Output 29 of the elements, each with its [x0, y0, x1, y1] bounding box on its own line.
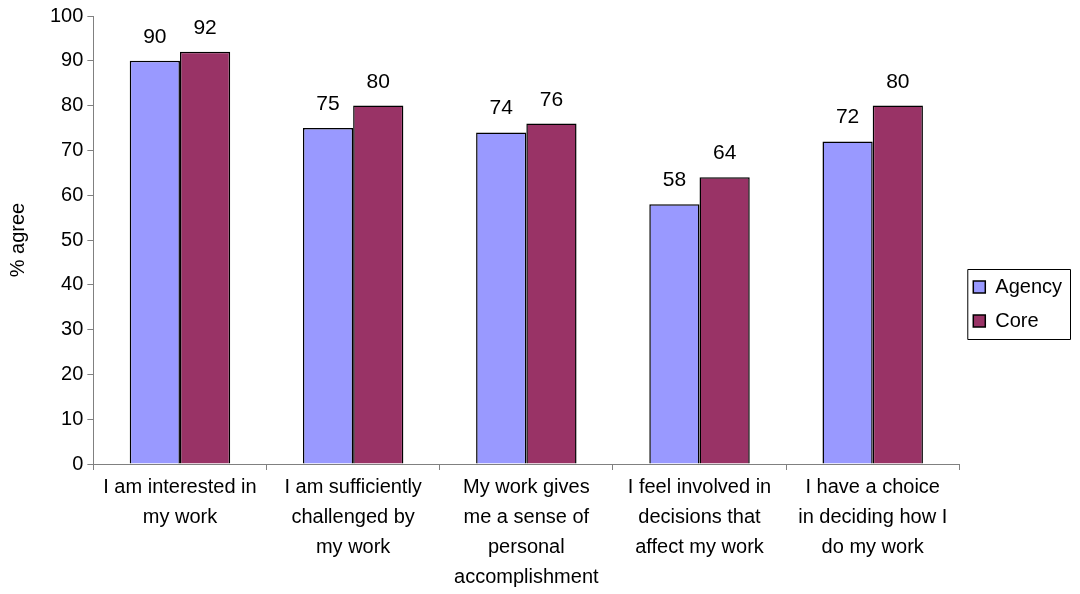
y-tick-label: 10	[61, 406, 84, 429]
data-label: 58	[662, 167, 687, 191]
data-label: 90	[143, 23, 167, 47]
y-tick-label: 30	[61, 317, 84, 340]
y-tick-label: 0	[72, 451, 84, 474]
legend-label: Core	[995, 308, 1039, 331]
y-tick-label: 20	[61, 361, 84, 384]
x-tick-label: I am interested in my work	[103, 474, 257, 527]
data-label: 74	[489, 95, 514, 119]
y-tick-label: 80	[61, 93, 84, 116]
y-axis-title: % agree	[5, 202, 28, 278]
data-label: 75	[316, 91, 340, 114]
x-tick-label: I have a choice in deciding how I do my work	[798, 474, 948, 557]
data-label: 80	[886, 68, 910, 92]
data-label: 64	[712, 140, 737, 164]
y-tick-label: 60	[61, 182, 84, 205]
y-tick-label: 90	[61, 48, 84, 71]
y-tick-label: 40	[61, 272, 84, 295]
legend-label: Agency	[995, 274, 1063, 297]
data-label: 80	[366, 68, 390, 92]
y-tick-label: 70	[61, 137, 84, 160]
data-label: 72	[835, 104, 860, 128]
x-tick-label: My work gives me a sense of personal accomplishment	[454, 474, 600, 587]
data-label: 76	[539, 86, 564, 110]
y-tick-label: 100	[49, 3, 84, 26]
x-tick-label: I am sufficiently challenged by my work	[284, 474, 422, 557]
data-label: 92	[193, 14, 217, 38]
y-tick-label: 50	[61, 227, 84, 250]
x-tick-label: I feel involved in decisions that affect my work	[627, 474, 772, 557]
